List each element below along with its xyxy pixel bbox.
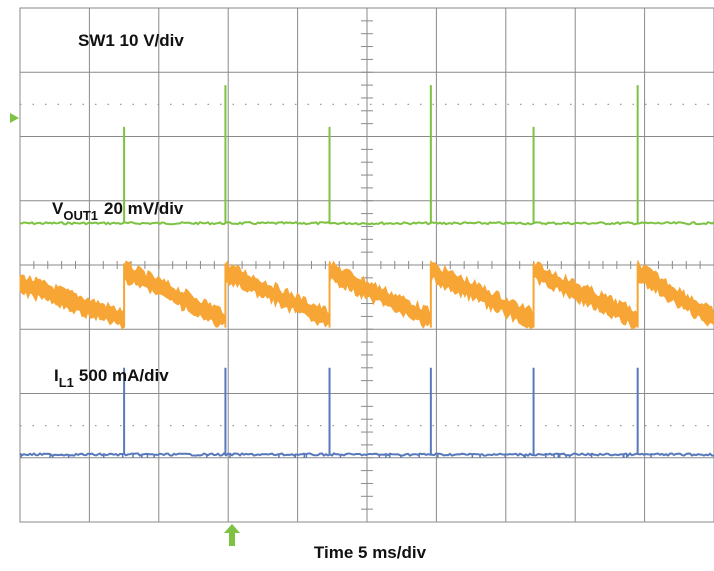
il1-label-main: I: [54, 366, 59, 385]
vout1-ramp-segment: [123, 260, 225, 328]
vout1-ramp-segment: [533, 261, 639, 330]
ground-marker-icon: [10, 113, 19, 123]
il1-label-sub: L1: [59, 375, 74, 390]
channel-labels: SW1 10 V/div VOUT1 20 mV/div IL1 500 mA/di…: [52, 31, 427, 562]
vout1-ramp-segment: [224, 260, 330, 328]
il1-label: IL1 500 mA/div: [54, 366, 169, 390]
vout1-label-main: V: [52, 199, 64, 218]
traces: [19, 85, 714, 458]
sw1-trace: [19, 220, 714, 226]
vout1-ramp-segment: [637, 260, 714, 327]
x-axis-label: Time 5 ms/div: [314, 543, 427, 562]
scope-grid: [19, 7, 714, 523]
vout1-ramp-segment: [329, 260, 430, 329]
vout1-label-scale: 20 mV/div: [104, 199, 184, 218]
il1-label-scale: 500 mA/div: [79, 366, 169, 385]
vout1-label: VOUT1 20 mV/div: [52, 199, 184, 223]
trigger-marker-icon: [224, 524, 240, 546]
sw1-label: SW1 10 V/div: [78, 31, 184, 50]
vout1-ramp-segment: [430, 260, 534, 330]
il1-trace: [19, 452, 714, 458]
vout1-ramp-segment: [19, 274, 125, 330]
markers: [10, 113, 240, 546]
vout1-label-sub: OUT1: [63, 208, 98, 223]
